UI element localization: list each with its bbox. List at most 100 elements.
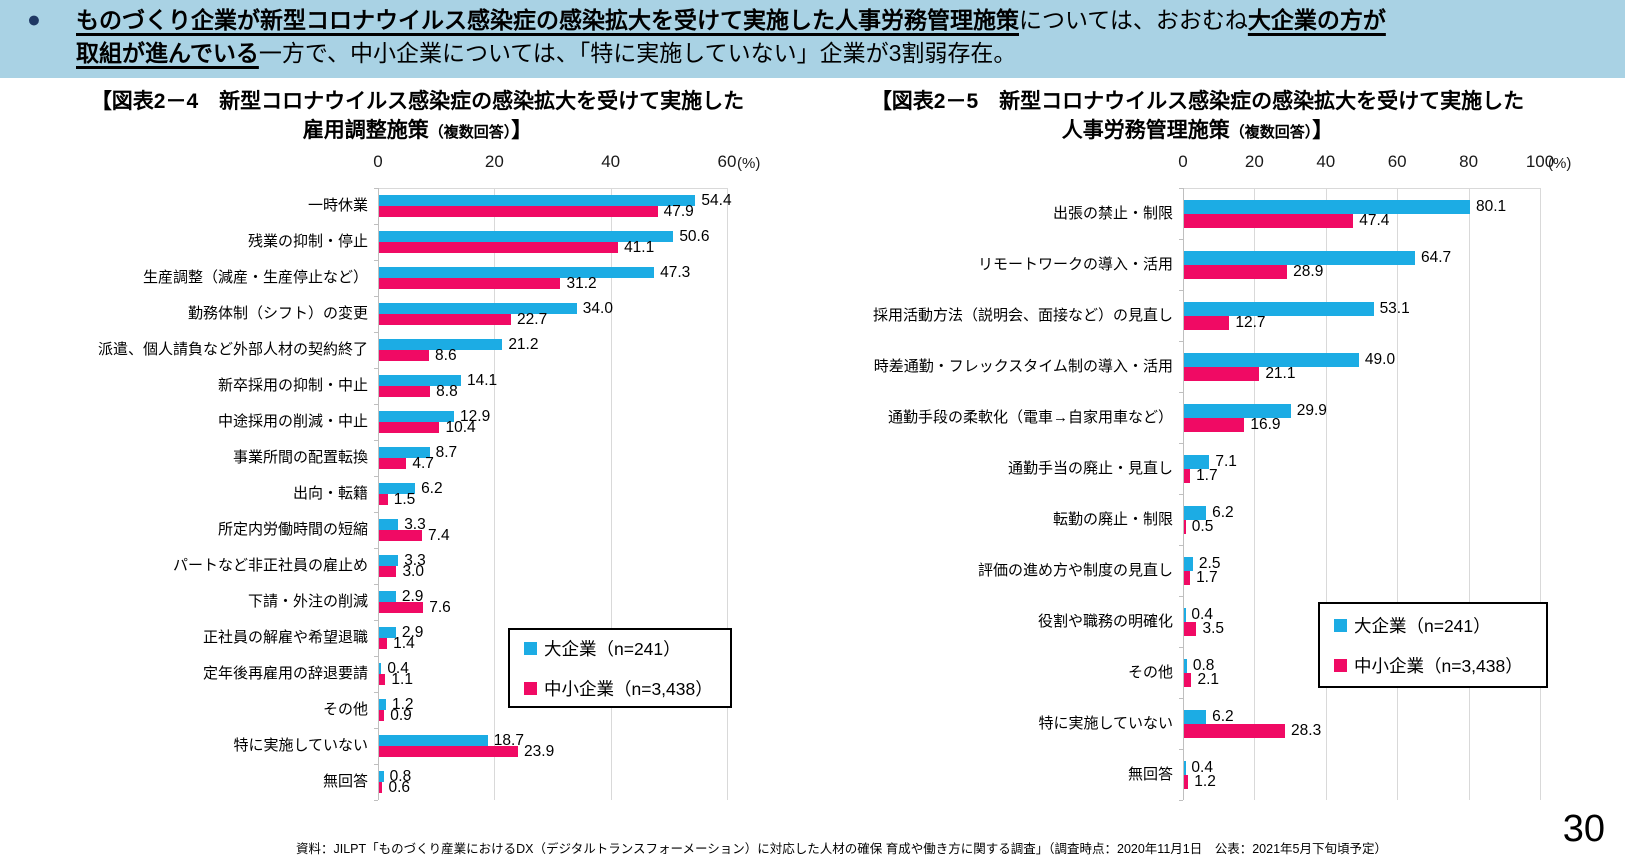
category-tick-mark <box>374 224 378 225</box>
bar-value-label: 29.9 <box>1296 401 1327 419</box>
plot-top-border <box>378 188 727 189</box>
bar-large-enterprise <box>379 267 655 278</box>
legend-item: 大企業（n=241） <box>524 636 730 661</box>
summary-text-segment: については、おおむね <box>1019 7 1248 33</box>
bar-value-label: 28.9 <box>1293 262 1324 280</box>
bar-sme <box>379 494 388 505</box>
bar-sme <box>379 710 385 721</box>
category-tick-mark <box>374 620 378 621</box>
category-tick-mark <box>374 476 378 477</box>
bar-value-label: 0.8 <box>1192 656 1215 674</box>
summary-emphasis-text: 取組が進んでいる <box>76 40 259 66</box>
bar-value-label: 47.3 <box>660 264 691 281</box>
category-label: 正社員の解雇や希望退職 <box>202 629 368 646</box>
bar-value-label: 1.7 <box>1196 568 1218 586</box>
bar-value-label: 47.4 <box>1359 211 1390 229</box>
bar-large-enterprise <box>379 627 396 638</box>
chart-title: 【図表2－4 新型コロナウイルス感染症の感染拡大を受けて実施した 雇用調整施策（… <box>60 85 775 147</box>
x-axis-tick-label: 0 <box>1178 152 1188 171</box>
category-label: パートなど非正社員の雇止め <box>172 557 368 574</box>
category-tick-mark <box>374 548 378 549</box>
category-tick-mark <box>1179 800 1183 801</box>
bar-large-enterprise <box>379 771 384 782</box>
bar-value-label: 6.2 <box>1212 707 1234 725</box>
legend-swatch-icon <box>524 681 537 695</box>
category-label: 新卒採用の抑制・中止 <box>217 377 368 394</box>
bar-sme <box>1184 417 1245 432</box>
bar-value-label: 1.1 <box>391 671 413 688</box>
x-axis-tick-label: 60 <box>1387 152 1407 171</box>
source-note: 資料：JILPT「ものづくり産業におけるDX（デジタルトランスフォーメーション）… <box>296 842 1387 856</box>
legend-label: 大企業（n=241） <box>544 638 681 659</box>
category-label: 特に実施していない <box>1038 714 1173 732</box>
bar-large-enterprise <box>1184 250 1415 265</box>
bar-value-label: 47.9 <box>663 203 694 220</box>
category-tick-mark <box>374 260 378 261</box>
bar-value-label: 53.1 <box>1379 299 1410 317</box>
summary-line: ものづくり企業が新型コロナウイルス感染症の感染拡大を受けて実施した人事労務管理施… <box>76 4 1621 37</box>
bar-value-label: 34.0 <box>582 300 613 317</box>
category-label: 下請・外注の削減 <box>247 593 368 610</box>
bar-large-enterprise <box>1184 454 1210 469</box>
category-label: その他 <box>1127 663 1173 681</box>
chart-title-main: 雇用調整施策 <box>302 119 429 142</box>
bar-large-enterprise <box>379 663 382 674</box>
chart-title-line2: 人事労務管理施策（複数回答）】 <box>830 116 1565 147</box>
bar-sme <box>1184 621 1197 636</box>
gridline <box>1540 188 1541 800</box>
category-label: 無回答 <box>1127 765 1173 783</box>
bar-sme <box>1184 264 1288 279</box>
bar-sme <box>1184 519 1186 534</box>
bar-sme <box>1184 672 1192 687</box>
bar-large-enterprise <box>379 231 674 242</box>
category-label: 残業の抑制・停止 <box>247 233 368 250</box>
bar-value-label: 0.9 <box>390 707 412 724</box>
bar-value-label: 1.2 <box>1194 772 1216 790</box>
category-tick-mark <box>1179 392 1183 393</box>
bar-value-label: 2.5 <box>1198 554 1221 572</box>
gridline <box>1254 188 1256 800</box>
bar-large-enterprise <box>379 447 430 458</box>
bar-large-enterprise <box>1184 403 1291 418</box>
x-axis-tick-label: 0 <box>373 152 383 171</box>
category-label: 採用活動方法（説明会、面接など）の見直し <box>872 306 1173 324</box>
bar-value-label: 8.8 <box>436 383 458 400</box>
bar-value-label: 7.4 <box>428 527 450 544</box>
category-tick-mark <box>1179 698 1183 699</box>
bar-value-label: 6.2 <box>1212 503 1234 521</box>
bar-sme <box>379 674 386 685</box>
category-tick-mark <box>374 764 378 765</box>
bar-value-label: 0.4 <box>1191 605 1213 623</box>
bar-sme <box>1184 213 1354 228</box>
category-tick-mark <box>374 296 378 297</box>
category-tick-mark <box>1179 239 1183 240</box>
gridline <box>1325 188 1327 800</box>
chart-title-line1: 【図表2－4 新型コロナウイルス感染症の感染拡大を受けて実施した <box>90 90 745 113</box>
bar-value-label: 31.2 <box>566 275 597 292</box>
bar-value-label: 21.1 <box>1265 364 1296 382</box>
category-label: 特に実施していない <box>233 737 368 754</box>
category-tick-mark <box>374 404 378 405</box>
bar-sme <box>1184 723 1286 738</box>
bar-sme <box>1184 315 1230 330</box>
axis-unit-label: (%) <box>1548 155 1572 172</box>
chart-legend: 大企業（n=241） 中小企業（n=3,438） <box>1318 602 1548 688</box>
category-label: 時差通勤・フレックスタイム制の導入・活用 <box>873 357 1173 375</box>
bar-value-label: 4.7 <box>412 455 434 472</box>
category-label: リモートワークの導入・活用 <box>977 255 1173 273</box>
category-label: 通勤手当の廃止・見直し <box>1007 459 1173 477</box>
category-label: 出張の禁止・制限 <box>1052 204 1173 222</box>
category-label: 勤務体制（シフト）の変更 <box>187 305 368 322</box>
chart-hr-management: 【図表2－5 新型コロナウイルス感染症の感染拡大を受けて実施した 人事労務管理施… <box>830 85 1571 820</box>
category-tick-mark <box>374 584 378 585</box>
summary-emphasis-text: 大企業の方が <box>1247 7 1386 33</box>
gridline <box>494 188 496 800</box>
bar-large-enterprise <box>1184 760 1186 775</box>
bar-value-label: 41.1 <box>624 239 655 256</box>
legend-item: 中小企業（n=3,438） <box>524 676 730 701</box>
bar-large-enterprise <box>379 591 396 602</box>
x-axis-tick-label: 20 <box>1244 152 1264 171</box>
category-label: 通勤手段の柔軟化（電車→自家用車など） <box>887 408 1173 426</box>
chart-legend: 大企業（n=241） 中小企業（n=3,438） <box>508 628 732 708</box>
bar-sme <box>379 530 423 541</box>
